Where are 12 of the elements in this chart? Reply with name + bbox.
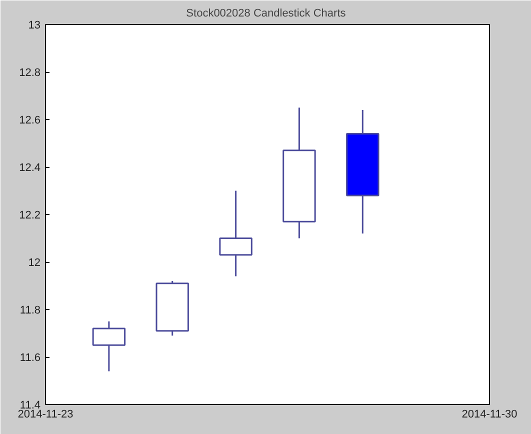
x-tick-label: 2014-11-30 bbox=[462, 408, 518, 420]
y-tick-label: 13 bbox=[28, 20, 41, 32]
y-tick-label: 12.8 bbox=[19, 67, 41, 79]
y-tick-label: 11.8 bbox=[20, 304, 40, 316]
y-tick-label: 12.6 bbox=[19, 114, 41, 126]
chart-title: Stock002028 Candlestick Charts bbox=[186, 8, 346, 20]
x-tick-label: 2014-11-23 bbox=[18, 408, 74, 420]
y-tick-label: 12.2 bbox=[19, 210, 41, 222]
y-tick-label: 12 bbox=[28, 257, 41, 269]
y-tick-label: 12.4 bbox=[19, 162, 41, 174]
y-tick-label: 11.6 bbox=[20, 352, 40, 364]
y-tick-label: 11.4 bbox=[20, 400, 40, 412]
